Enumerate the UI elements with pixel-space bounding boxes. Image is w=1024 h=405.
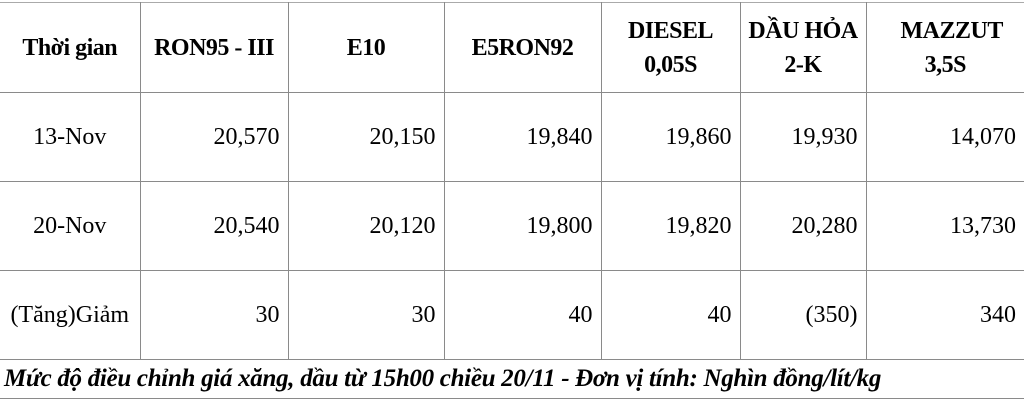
table-row: (Tăng)Giảm 30 30 40 40 (350) 340: [0, 270, 1024, 360]
cell: (350): [739, 270, 867, 360]
cell: 19,800: [443, 181, 602, 271]
table-row: 13-Nov 20,570 20,150 19,840 19,860 19,93…: [0, 92, 1024, 182]
cell: 30: [139, 270, 289, 360]
cell: 30: [287, 270, 445, 360]
cell: 13,730: [865, 181, 1024, 271]
cell: 19,820: [600, 181, 741, 271]
header-mazzut: MAZZUT 3,5S: [865, 2, 1024, 93]
header-time: Thời gian: [0, 2, 141, 93]
cell: 340: [865, 270, 1024, 360]
cell: 20,280: [739, 181, 867, 271]
table-row: 20-Nov 20,540 20,120 19,800 19,820 20,28…: [0, 181, 1024, 271]
row-label: 13-Nov: [0, 92, 141, 182]
header-kerosene: DẦU HỎA 2-K: [739, 2, 867, 93]
row-label: 20-Nov: [0, 181, 141, 271]
header-ron95: RON95 - III: [139, 2, 289, 93]
cell: 20,120: [287, 181, 445, 271]
cell: 14,070: [865, 92, 1024, 182]
header-e10: E10: [287, 2, 445, 93]
cell: 20,540: [139, 181, 289, 271]
header-diesel: DIESEL 0,05S: [600, 2, 741, 93]
cell: 19,840: [443, 92, 602, 182]
caption-row: Mức độ điều chỉnh giá xăng, dầu từ 15h00…: [0, 359, 1024, 399]
cell: 19,860: [600, 92, 741, 182]
cell: 19,930: [739, 92, 867, 182]
cell: 40: [600, 270, 741, 360]
table-caption: Mức độ điều chỉnh giá xăng, dầu từ 15h00…: [0, 359, 1024, 399]
header-e5ron92: E5RON92: [443, 2, 602, 93]
cell: 20,150: [287, 92, 445, 182]
row-label: (Tăng)Giảm: [0, 270, 141, 360]
cell: 20,570: [139, 92, 289, 182]
header-row: Thời gian RON95 - III E10 E5RON92 DIESEL…: [0, 2, 1024, 93]
cell: 40: [443, 270, 602, 360]
